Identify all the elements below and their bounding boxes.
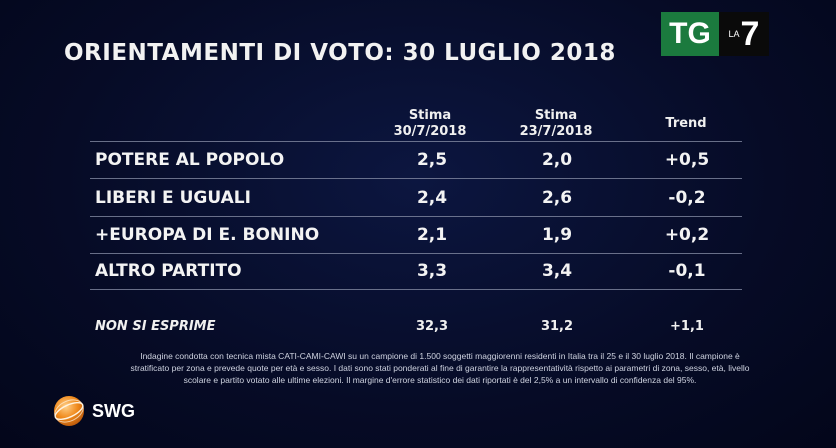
column-header-trend: Trend <box>665 116 707 131</box>
no-response-est-now: 32,3 <box>415 319 449 334</box>
column-header-est-now-line1: Stima <box>408 108 452 123</box>
table-rule <box>90 216 742 217</box>
la7-logo-mark: LA 7 <box>719 12 769 56</box>
column-header-est-now-line2: 30/7/2018 <box>393 124 467 139</box>
column-header-est-prev: Stima 23/7/2018 <box>511 108 601 140</box>
table-cell-est-prev: 3,4 <box>541 261 573 281</box>
table-rule <box>90 253 742 254</box>
table-rule <box>90 178 742 179</box>
table-cell-est-now: 3,3 <box>416 261 448 281</box>
table-cell-trend: +0,5 <box>664 150 710 170</box>
table-cell-est-now: 2,5 <box>416 150 448 170</box>
methodology-note-line: Indagine condotta con tecnica mista CATI… <box>140 351 740 361</box>
no-response-est-prev: 31,2 <box>540 319 574 334</box>
column-header-est-prev-line2: 23/7/2018 <box>519 124 593 139</box>
methodology-note-line: stratificato per zona e prevede quote pe… <box>130 363 750 373</box>
swg-globe-icon <box>54 396 84 426</box>
la7-logo-seven: 7 <box>740 15 760 53</box>
table-cell-trend: -0,1 <box>668 261 706 281</box>
table-rule <box>90 289 742 290</box>
table-cell-est-prev: 2,6 <box>541 188 573 208</box>
swg-logo: SWG <box>52 394 135 428</box>
no-response-trend: +1,1 <box>670 319 704 334</box>
swg-logo-text: SWG <box>92 400 135 421</box>
table-rule <box>90 141 742 142</box>
table-row-party: +EUROPA DI E. BONINO <box>95 225 320 245</box>
table-cell-est-prev: 2,0 <box>541 150 573 170</box>
page-title: ORIENTAMENTI DI VOTO: 30 LUGLIO 2018 <box>64 40 616 66</box>
table-cell-est-now: 2,1 <box>416 225 448 245</box>
tg-logo-mark: TG <box>661 12 719 56</box>
methodology-note-line: scolare e partito votato alle ultime ele… <box>183 375 697 385</box>
column-header-est-prev-line1: Stima <box>534 108 578 123</box>
methodology-note: Indagine condotta con tecnica mista CATI… <box>90 350 790 386</box>
column-header-est-now: Stima 30/7/2018 <box>385 108 475 140</box>
tg-la7-logo: TG LA 7 <box>661 12 769 56</box>
table-cell-trend: -0,2 <box>668 188 706 208</box>
table-cell-trend: +0,2 <box>664 225 710 245</box>
la7-logo-la: LA <box>728 29 740 39</box>
table-row-party: LIBERI E UGUALI <box>95 188 251 208</box>
table-cell-est-prev: 1,9 <box>541 225 573 245</box>
table-row-party: ALTRO PARTITO <box>95 261 242 281</box>
table-cell-est-now: 2,4 <box>416 188 448 208</box>
table-row-party: POTERE AL POPOLO <box>95 150 285 170</box>
no-response-label: NON SI ESPRIME <box>95 319 216 334</box>
